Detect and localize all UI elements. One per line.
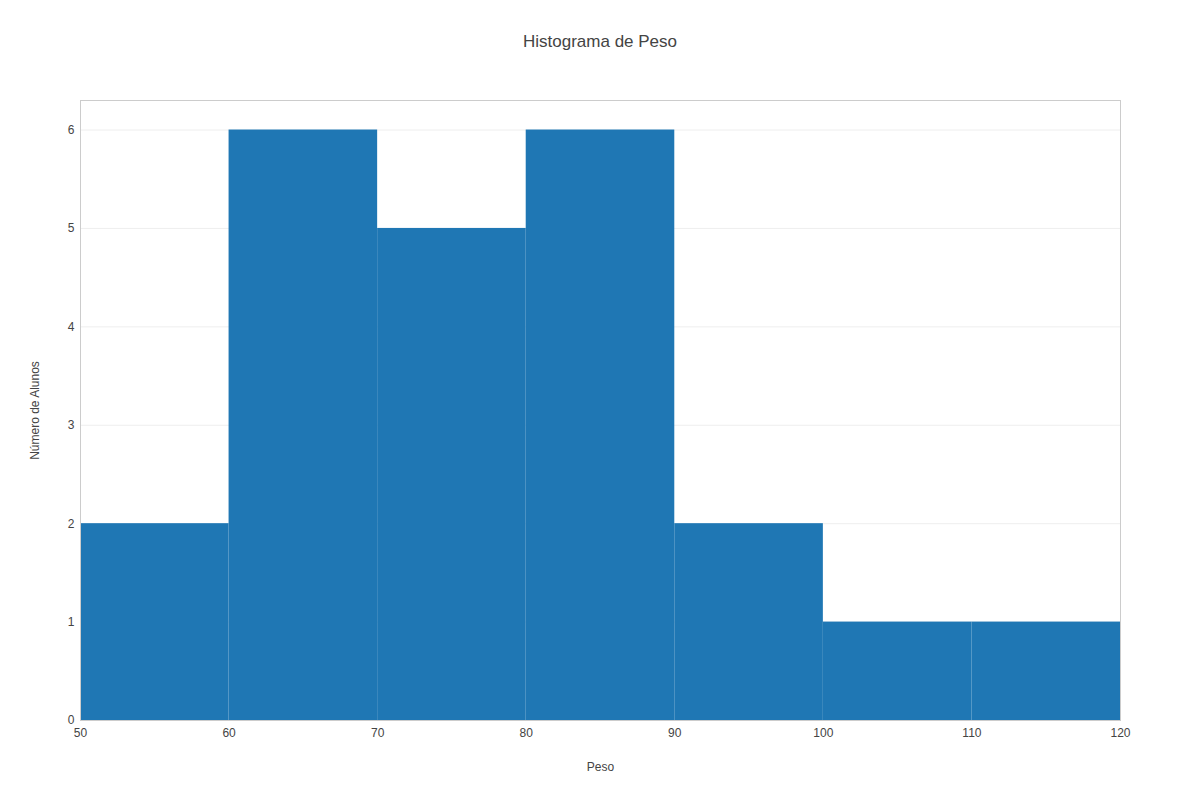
svg-text:6: 6 (68, 123, 75, 137)
svg-text:110: 110 (962, 726, 981, 740)
svg-text:5: 5 (68, 221, 75, 235)
svg-text:90: 90 (668, 726, 682, 740)
svg-text:4: 4 (68, 320, 75, 334)
svg-text:50: 50 (74, 726, 88, 740)
svg-text:120: 120 (1110, 726, 1130, 740)
svg-text:70: 70 (371, 726, 385, 740)
html-text:Histograma de Peso: Histograma de Peso (523, 32, 677, 51)
svg-text:80: 80 (520, 726, 534, 740)
svg-text:2: 2 (68, 517, 75, 531)
svg-text:1: 1 (68, 615, 75, 629)
svg-text:Número de Alunos: Número de Alunos (28, 361, 42, 460)
svg-text:3: 3 (68, 418, 75, 432)
svg-text:0: 0 (67, 713, 75, 728)
svg-text:Peso: Peso (587, 760, 615, 774)
svg-text:100: 100 (813, 726, 833, 740)
svg-text:60: 60 (222, 726, 236, 740)
